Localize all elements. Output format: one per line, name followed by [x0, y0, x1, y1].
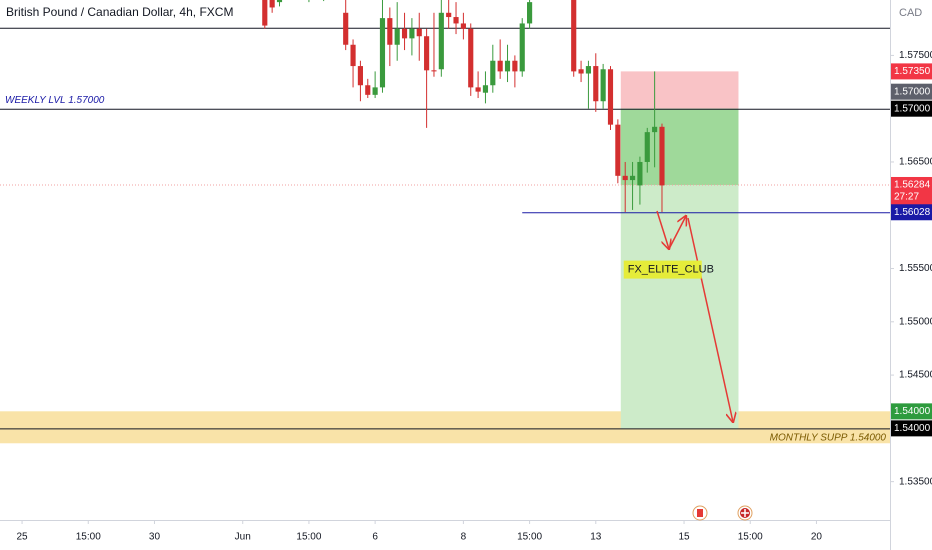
y-tick-label: 1.57500 — [899, 50, 932, 61]
candle-body — [497, 60, 503, 72]
stop-zone — [620, 71, 739, 109]
candle-body — [607, 69, 614, 125]
arrow — [656, 210, 669, 249]
y-tick-label: 1.53500 — [899, 476, 932, 487]
x-tick-label: 15:00 — [517, 532, 542, 543]
line-label: MONTHLY SUPP 1.54000 — [770, 433, 887, 444]
candle-body — [644, 132, 650, 162]
support-zone — [0, 411, 890, 444]
candle-body — [453, 17, 459, 24]
candle-body — [468, 28, 474, 88]
price-tag-label: 1.57350 — [894, 66, 931, 77]
x-tick-label: 6 — [372, 532, 378, 543]
candle-body — [394, 28, 400, 45]
candle-body — [593, 66, 599, 102]
price-tag — [891, 176, 932, 205]
candle-body — [446, 12, 452, 18]
price-tag-label: 1.54000 — [894, 423, 931, 434]
flag-canada — [697, 509, 703, 517]
x-tick-label: 13 — [590, 532, 602, 543]
currency-label: CAD — [899, 7, 922, 19]
candle-body — [504, 60, 511, 72]
candle-body — [350, 44, 356, 67]
price-tag-label: 1.57000 — [894, 86, 931, 97]
candle-body — [475, 87, 481, 92]
price-tag-label: 1.56284 — [894, 180, 931, 191]
candle-body — [409, 28, 415, 39]
price-tag — [891, 100, 932, 117]
candle-body — [585, 66, 592, 74]
x-tick-label: 30 — [149, 532, 161, 543]
candle-body — [600, 69, 606, 102]
x-tick-label: 15:00 — [738, 532, 763, 543]
y-tick-label: 1.56500 — [899, 157, 932, 168]
y-tick-label: 1.54500 — [899, 370, 932, 381]
candle-body — [622, 175, 628, 181]
x-tick-label: 25 — [17, 532, 29, 543]
candle-body — [571, 0, 577, 72]
arrow — [687, 217, 733, 422]
x-tick-label: 15:00 — [296, 532, 321, 543]
overlay — [656, 210, 733, 422]
price-tag-label: 1.57000 — [894, 103, 931, 114]
candle-body — [365, 85, 371, 95]
event-icons — [692, 505, 753, 521]
candle-body — [490, 60, 496, 86]
candle-body — [387, 18, 393, 45]
candle-body — [343, 12, 349, 45]
candle-body — [460, 23, 466, 29]
candle-body — [652, 126, 658, 133]
x-tick-label: 20 — [811, 532, 823, 543]
candle-body — [482, 85, 489, 93]
candle-body — [416, 28, 422, 37]
x-tick-label: 8 — [461, 532, 467, 543]
candle-body — [262, 0, 268, 26]
price-tag — [891, 403, 932, 420]
y-tick-label: 1.55000 — [899, 316, 932, 327]
annotation-box — [623, 260, 702, 279]
candle-body — [379, 18, 386, 88]
chart-title: British Pound / Canadian Dollar, 4h, FXC… — [6, 5, 233, 19]
price-tag — [891, 204, 932, 221]
candle-body — [637, 161, 643, 186]
candle-body — [578, 69, 584, 74]
candle-body — [438, 12, 444, 70]
flag-uk-cross — [741, 509, 749, 517]
y-tick-label: 1.55500 — [899, 263, 932, 274]
candle-body — [431, 70, 437, 72]
candle-body — [372, 87, 378, 95]
candle-body — [276, 0, 283, 3]
price-tag — [891, 83, 932, 100]
x-tick-label: Jun — [235, 532, 251, 543]
candle-body — [615, 124, 621, 176]
price-tag-label: 1.54000 — [894, 406, 931, 417]
plot-area — [0, 0, 890, 444]
arrow — [668, 216, 686, 250]
candle-body — [424, 36, 430, 71]
line-label: WEEKLY LVL 1.57000 — [5, 95, 105, 106]
annotation-text: FX_ELITE_CLUB — [628, 263, 714, 275]
x-tick-label: 15:00 — [76, 532, 101, 543]
candle-body — [512, 60, 518, 72]
candle-body — [527, 2, 533, 24]
candle-body — [519, 23, 525, 72]
candle-body — [659, 126, 665, 186]
price-tag-label: 1.56028 — [894, 207, 931, 218]
candle-body — [401, 28, 408, 39]
countdown: 27:27 — [894, 192, 919, 203]
candle-body — [357, 66, 363, 86]
candle-body — [629, 175, 636, 181]
price-tag — [891, 420, 932, 437]
price-tag — [891, 63, 932, 80]
candle-body — [269, 0, 275, 8]
x-tick-label: 15 — [678, 532, 690, 543]
